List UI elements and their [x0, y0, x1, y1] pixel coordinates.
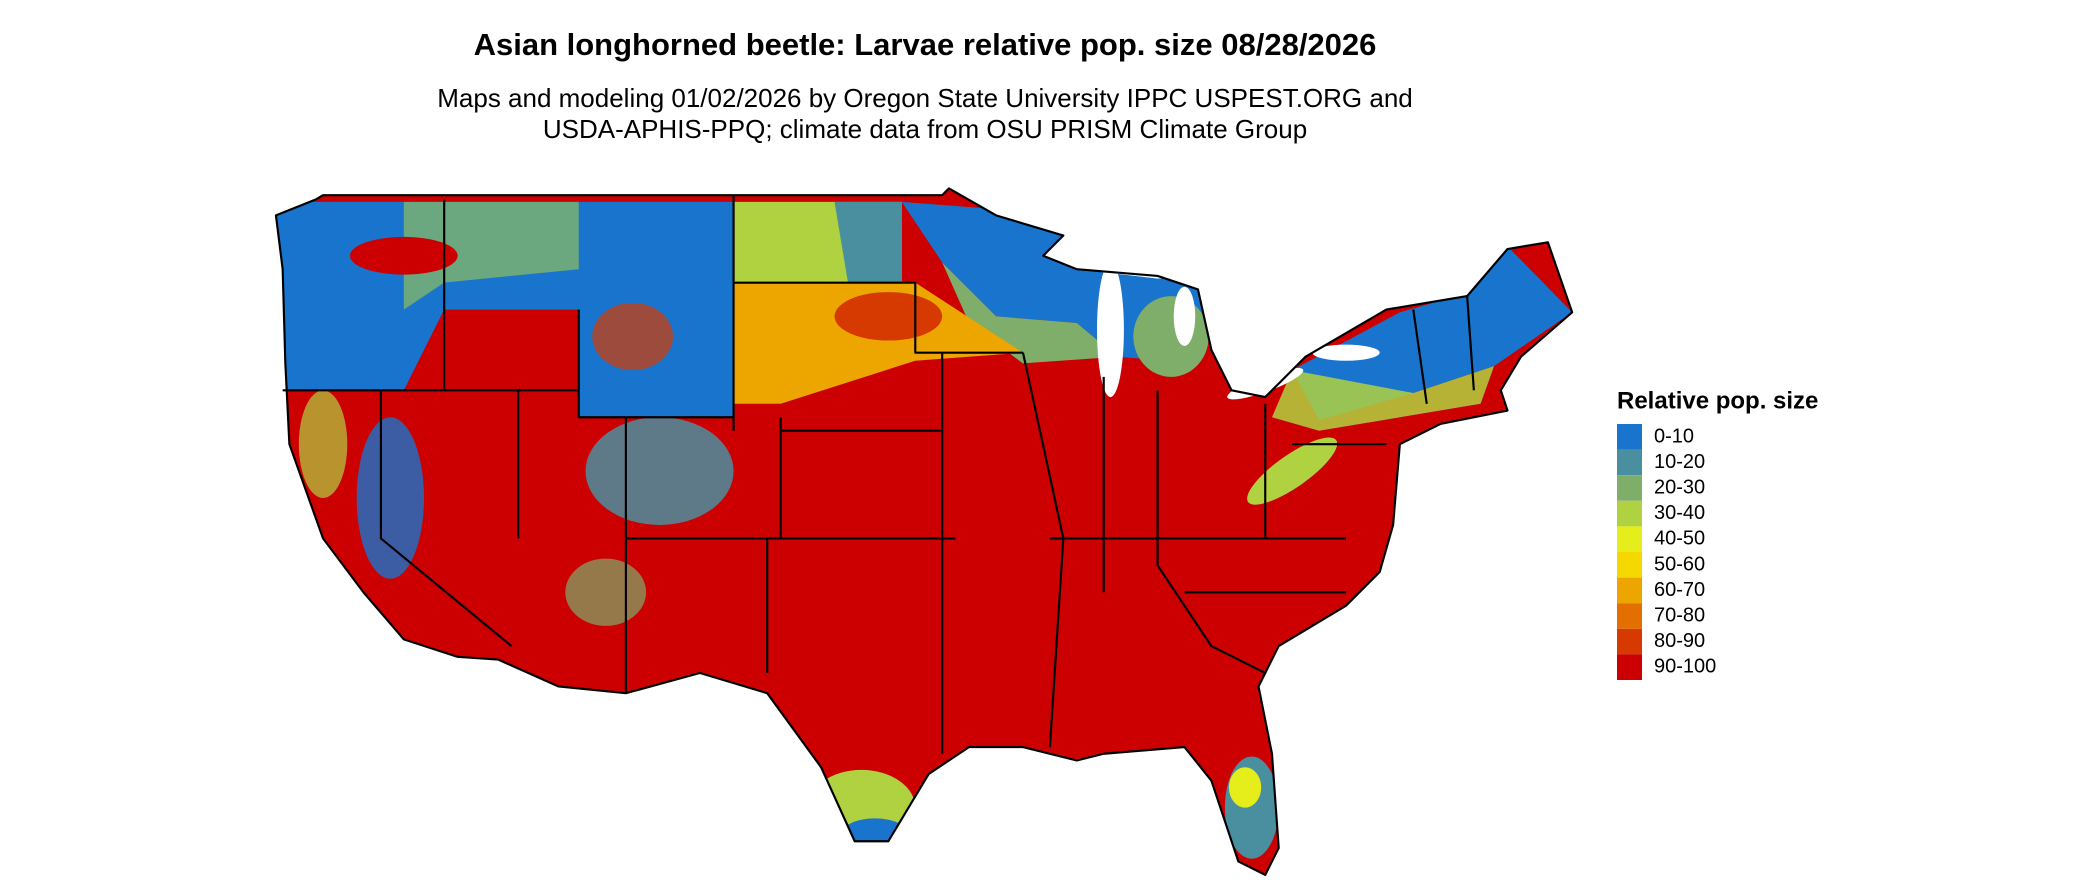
map — [274, 187, 1574, 876]
zone — [1228, 767, 1262, 808]
legend-swatch — [1617, 424, 1642, 450]
zone — [403, 201, 579, 310]
zone — [585, 417, 734, 525]
legend: 0-10 10-20 20-30 30-40 40-50 50-60 60-70 70-80 8… — [1617, 424, 1716, 680]
legend-label: 30-40 — [1654, 502, 1705, 524]
zone — [298, 390, 348, 499]
legend-swatch — [1617, 526, 1642, 552]
zone — [834, 292, 943, 341]
zone — [942, 262, 1118, 364]
legend-swatch — [1617, 475, 1642, 501]
legend-label: 40-50 — [1654, 528, 1705, 550]
zone — [1247, 437, 1338, 505]
zone — [349, 236, 458, 275]
legend-swatch — [1617, 449, 1642, 476]
legend-swatch — [1617, 654, 1642, 680]
state-borders — [282, 195, 1475, 754]
legend-label: 70-80 — [1654, 604, 1705, 626]
legend-swatch — [1617, 603, 1642, 629]
subtitle: Maps and modeling 01/02/2026 by Oregon S… — [437, 83, 1413, 113]
legend-label: 20-30 — [1654, 476, 1705, 498]
zone — [356, 417, 424, 579]
legend-label: 0-10 — [1654, 425, 1694, 447]
legend-label: 10-20 — [1654, 451, 1705, 473]
legend-swatch — [1617, 577, 1642, 604]
zone — [592, 302, 673, 371]
zone — [565, 558, 647, 626]
zone — [834, 201, 902, 283]
legend-swatch — [1617, 500, 1642, 527]
zone — [1292, 246, 1573, 420]
legend-swatch — [1617, 552, 1642, 578]
map-fill — [275, 188, 1573, 875]
legend-label: 60-70 — [1654, 579, 1705, 601]
legend-label: 50-60 — [1654, 553, 1705, 575]
legend-title: Relative pop. size — [1617, 387, 1818, 414]
legend-label: 80-90 — [1654, 630, 1705, 652]
zone — [1133, 296, 1209, 377]
subtitle: USDA-APHIS-PPQ; climate data from OSU PR… — [543, 114, 1307, 144]
great-lakes — [1043, 239, 1380, 400]
zone — [444, 359, 525, 389]
legend-swatch — [1617, 628, 1642, 655]
zone — [1271, 366, 1495, 431]
title: Asian longhorned beetle: Larvae relative… — [474, 27, 1377, 62]
legend-label: 90-100 — [1654, 656, 1716, 678]
zone — [733, 282, 1023, 404]
